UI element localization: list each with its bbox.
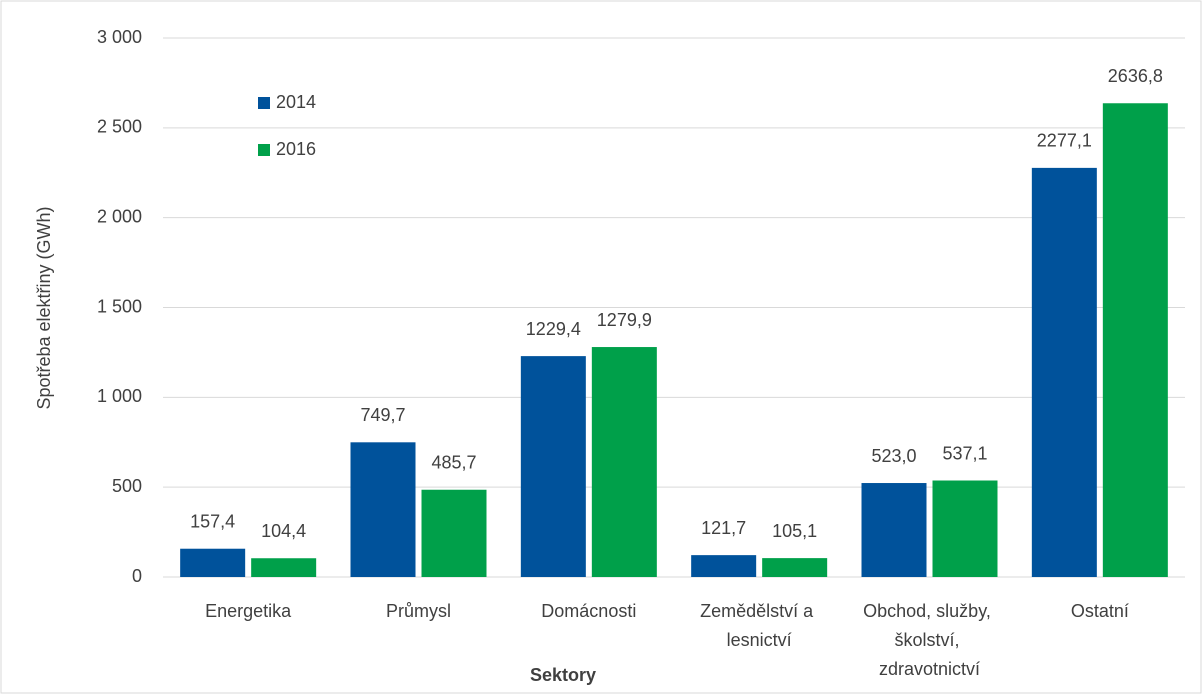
data-label: 157,4	[190, 511, 235, 531]
data-label: 749,7	[360, 405, 405, 425]
bar	[251, 558, 317, 577]
data-label: 2636,8	[1108, 66, 1163, 86]
bar	[421, 489, 487, 577]
y-tick-label: 2 500	[97, 117, 142, 137]
x-tick-label: Průmysl	[386, 601, 451, 621]
x-tick-label: Zemědělství a lesnictví	[700, 601, 818, 650]
bar	[591, 347, 657, 577]
x-tick-label: Ostatní	[1071, 601, 1129, 621]
data-label: 1229,4	[526, 319, 581, 339]
legend-label: 2014	[276, 92, 316, 112]
data-label: 104,4	[261, 521, 306, 541]
y-tick-label: 0	[132, 566, 142, 586]
legend-swatch	[258, 144, 270, 156]
data-label: 2277,1	[1037, 131, 1092, 151]
bar	[932, 480, 998, 577]
data-label: 121,7	[701, 518, 746, 538]
y-axis-title: Spotřeba elektřiny (GWh)	[34, 206, 54, 409]
y-tick-label: 1 500	[97, 296, 142, 316]
x-axis-title: Sektory	[530, 665, 596, 685]
data-label: 105,1	[772, 521, 817, 541]
x-tick-label: Domácnosti	[541, 601, 636, 621]
data-label: 1279,9	[597, 310, 652, 330]
y-tick-label: 500	[112, 476, 142, 496]
bar	[1031, 167, 1097, 577]
bar	[520, 356, 586, 577]
bar	[861, 483, 927, 577]
x-tick-label: Obchod, služby, školství, zdravotnictví	[863, 601, 996, 679]
y-tick-label: 1 000	[97, 386, 142, 406]
bar	[350, 442, 416, 577]
bar	[1102, 103, 1168, 577]
data-label: 485,7	[431, 452, 476, 472]
bar	[762, 558, 828, 577]
legend-label: 2016	[276, 139, 316, 159]
bar	[691, 555, 757, 577]
y-tick-label: 2 000	[97, 206, 142, 226]
x-tick-label: Energetika	[205, 601, 292, 621]
bar	[180, 548, 246, 577]
y-tick-label: 3 000	[97, 27, 142, 47]
legend-swatch	[258, 97, 270, 109]
data-label: 523,0	[871, 446, 916, 466]
data-label: 537,1	[942, 443, 987, 463]
